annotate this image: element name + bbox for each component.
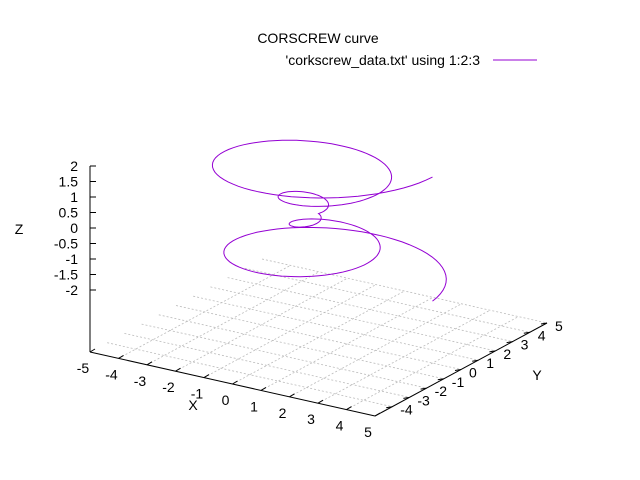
grid-line-y (175, 305, 462, 370)
y-tick-mark (472, 359, 479, 362)
y-tick-mark (454, 369, 462, 371)
x-tick-label: -3 (134, 373, 147, 389)
x-tick-mark (260, 386, 267, 391)
y-tick-label: 4 (538, 327, 546, 343)
y-tick-mark (523, 331, 530, 334)
series-curve (211, 139, 447, 302)
x-tick-mark (118, 354, 124, 359)
grid-line-y (210, 286, 496, 352)
y-tick-mark (437, 378, 444, 381)
y-tick-label: 3 (521, 337, 529, 353)
z-tick-label: 1 (70, 189, 78, 205)
y-tick-label: 1 (486, 355, 494, 371)
y-tick-mark (386, 406, 393, 409)
z-tick-label: -1.5 (54, 267, 78, 283)
grid-line-y (141, 323, 427, 389)
chart-title: CORSCREW curve (257, 30, 379, 46)
grid-line-y (124, 333, 410, 398)
y-tick-label: 0 (469, 365, 477, 381)
grid-line-back (261, 258, 548, 324)
x-tick-mark (203, 374, 210, 379)
grid-line-y (193, 295, 479, 361)
grid-line-y (158, 314, 444, 380)
x-tick-label: -5 (77, 360, 90, 376)
x-tick-label: -4 (105, 366, 118, 382)
legend-label: 'corkscrew_data.txt' using 1:2:3 (286, 52, 481, 68)
x-tick-label: 5 (364, 424, 372, 440)
x-tick-mark (374, 412, 381, 417)
x-tick-label: 0 (222, 392, 230, 408)
grid-line-x (175, 277, 348, 372)
x-tick-mark (146, 361, 153, 366)
z-tick-label: -0.5 (54, 236, 78, 252)
z-tick-label: -2 (66, 282, 79, 298)
y-tick-label: 2 (503, 346, 511, 362)
z-axis-label: Z (15, 221, 24, 237)
z-tick-label: 0 (70, 220, 78, 236)
x-tick-label: -1 (191, 386, 204, 402)
y-tick-label: -3 (417, 392, 430, 408)
x-tick-label: 3 (307, 411, 315, 427)
y-tick-mark (540, 322, 548, 325)
x-tick-label: 2 (279, 405, 287, 421)
x-tick-mark (289, 393, 295, 398)
y-tick-mark (403, 396, 410, 399)
x-tick-mark (317, 399, 324, 404)
y-axis-label: Y (532, 367, 542, 383)
grid-line-x (346, 316, 519, 410)
tick-labels: 21.510.50-0.5-1-1.5-2-5 -4 -3 -2 -1 0 1 2 3 4 5-4-… (54, 158, 563, 440)
x-tick-mark (175, 367, 181, 372)
y-tick-mark (506, 341, 513, 344)
base-grid (107, 258, 548, 417)
grid-line-x (146, 271, 320, 366)
x-tick-label: -2 (162, 379, 175, 395)
y-tick-label: -4 (400, 402, 413, 418)
x-axis-label: X (188, 397, 198, 413)
y-tick-mark (489, 350, 496, 353)
y-tick-mark (420, 387, 427, 390)
y-tick-label: 5 (555, 318, 563, 334)
legend: 'corkscrew_data.txt' using 1:2:3 (286, 52, 537, 68)
x-tick-mark (232, 380, 238, 385)
grid-line-y (244, 267, 530, 333)
x-tick-label: 4 (336, 418, 344, 434)
axes (89, 166, 548, 417)
z-tick-label: 0.5 (59, 205, 79, 221)
corkscrew-line (211, 139, 447, 302)
y-tick-label: -1 (452, 374, 465, 390)
grid-line-x (260, 297, 434, 391)
grid-line-x (232, 290, 405, 385)
z-tick-label: -1 (66, 251, 79, 267)
grid-line-y (227, 277, 513, 342)
y-tick-label: -2 (435, 383, 448, 399)
x-tick-mark (346, 406, 352, 411)
x-tick-label: 1 (250, 398, 258, 414)
grid-line-y (107, 342, 393, 408)
x-tick-mark (89, 348, 96, 353)
z-tick-label: 1.5 (59, 174, 79, 190)
z-tick-label: 2 (70, 158, 78, 174)
